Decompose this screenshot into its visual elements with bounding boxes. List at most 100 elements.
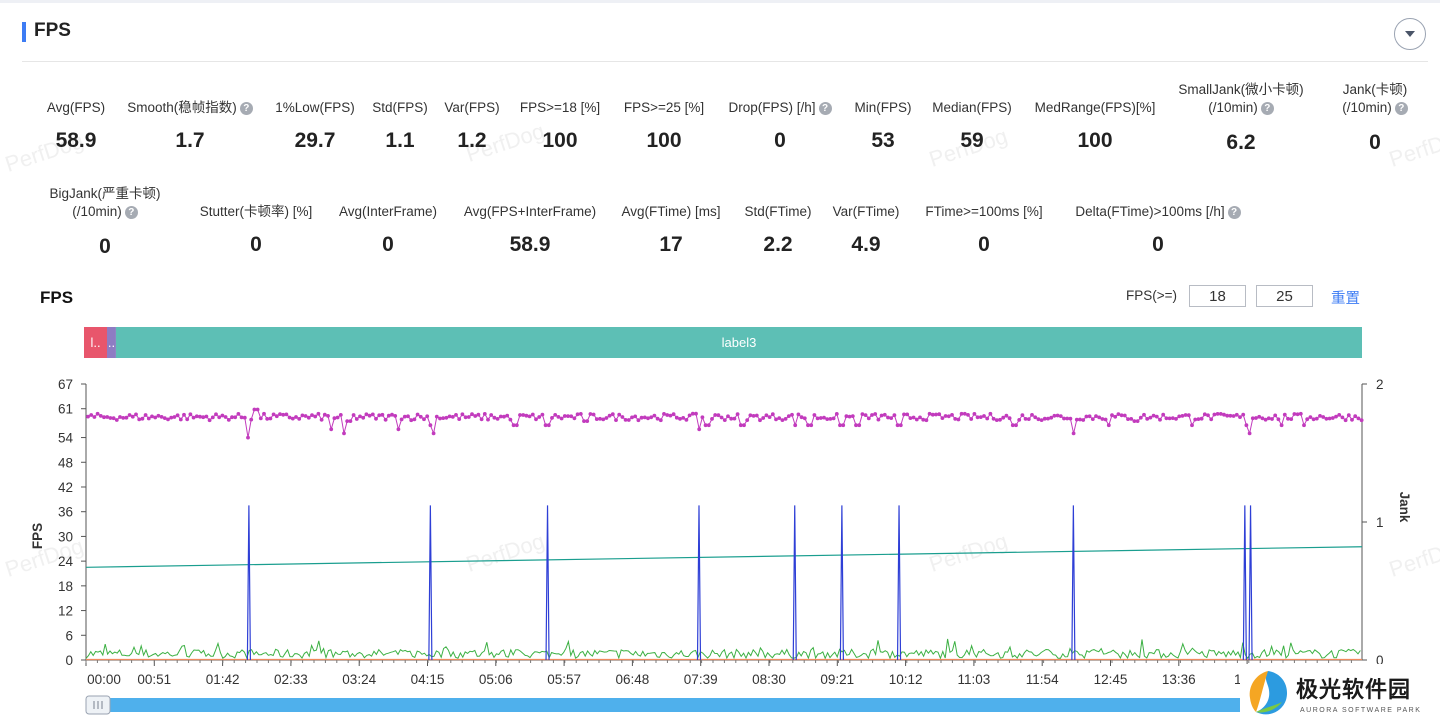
fps-point (1353, 414, 1358, 419)
fps-point (226, 418, 231, 422)
fps-point (396, 427, 401, 432)
fps-point (354, 417, 359, 421)
fps-point (799, 415, 804, 420)
fps-point (1337, 413, 1342, 417)
fps-point (642, 415, 647, 420)
fps-point (1231, 414, 1236, 418)
fps-point (374, 416, 378, 421)
fps-point (678, 417, 682, 421)
fps-point (182, 412, 186, 417)
fps-point (713, 413, 718, 417)
stat-label-text: BigJank(严重卡顿) (49, 186, 161, 201)
fps-point (601, 417, 606, 422)
fps-point (1279, 423, 1284, 428)
fps-point (284, 412, 289, 417)
fps-point (857, 423, 862, 428)
fps-point (607, 413, 612, 418)
fps-point (710, 417, 714, 421)
fps-point (1298, 411, 1303, 416)
x-tick-label: 11:54 (1026, 672, 1059, 687)
stat-label: Avg(InterFrame) (288, 203, 488, 221)
fps-point (146, 416, 151, 421)
fps-point (1052, 413, 1057, 418)
fps-point (124, 415, 129, 420)
reset-link[interactable]: 重置 (1331, 291, 1360, 307)
fps-point (562, 414, 567, 418)
stat-value: 1.1 (385, 129, 415, 152)
fps-point (934, 412, 938, 417)
fps-point (380, 412, 385, 417)
fps-point (262, 411, 266, 416)
jank-spike (428, 505, 433, 661)
fps-point (578, 412, 583, 416)
fps-point (210, 415, 215, 420)
section-title: FPS (34, 20, 71, 41)
fps-point (553, 413, 558, 417)
stat-value: 4.9 (851, 233, 881, 256)
fps-point (1046, 416, 1050, 421)
fps-point (1196, 417, 1201, 421)
x-tick-label: 09:21 (820, 672, 854, 687)
fps-threshold-input-1[interactable] (1189, 285, 1246, 307)
fps-threshold-label: FPS(>=) (1126, 288, 1178, 303)
fps-point (918, 415, 922, 420)
y-right-tick-label: 2 (1376, 377, 1384, 392)
help-icon[interactable]: ? (1260, 102, 1274, 115)
stats_row2-stat-6: Var(FTime) 4.9 (766, 203, 966, 257)
fps-point (297, 417, 302, 421)
fps-point (143, 413, 148, 417)
fps-point (914, 417, 919, 422)
fps-point (383, 417, 388, 422)
fps-point (671, 412, 676, 417)
fps-point (98, 414, 103, 418)
fps-point (863, 413, 868, 417)
fps-point (626, 418, 631, 422)
stat-value: 0 (978, 233, 990, 256)
fps-point (831, 416, 836, 421)
stats_row2-stat-7: FTime>=100ms [%] 0 (884, 203, 1084, 257)
stat-label-text: Smooth(稳帧指数) (127, 100, 237, 115)
fps-point (1058, 414, 1063, 418)
stat-value: 29.7 (294, 129, 336, 152)
fps-point (255, 407, 260, 412)
fps-point (966, 413, 970, 417)
logo-name: 极光软件园 (1296, 678, 1412, 703)
fps-point (905, 412, 910, 417)
fps-point (332, 416, 337, 421)
stats_row1-stat-11: SmallJank(微小卡顿) (/10min)? 6.2 (1141, 81, 1341, 155)
fps-point (169, 415, 174, 420)
jank-spike (246, 505, 251, 661)
fps-threshold-input-2[interactable] (1256, 285, 1313, 307)
stat-label-text: Std(FPS) (372, 100, 428, 115)
fps-point (988, 411, 993, 416)
fps-point (902, 412, 906, 417)
fps-point (1033, 415, 1038, 420)
fps-point (345, 419, 350, 423)
fps-point (758, 418, 762, 423)
fps-point (1014, 423, 1018, 428)
fps-point (815, 416, 820, 421)
fps-point (1263, 417, 1268, 422)
help-icon[interactable]: ? (1227, 206, 1241, 219)
label-segment (107, 327, 116, 358)
fps-point (470, 412, 474, 417)
fps-point (889, 416, 894, 420)
fps-point (895, 423, 900, 428)
stat-label-text: MedRange(FPS)[%] (1034, 100, 1156, 115)
fps-point (822, 415, 826, 420)
fps-point (402, 414, 407, 419)
stat-label-text: Avg(FTime) [ms] (621, 204, 721, 219)
collapse-button[interactable] (1394, 18, 1426, 50)
fps-point (1250, 416, 1255, 421)
fps-point (850, 414, 855, 418)
help-icon[interactable]: ? (1394, 102, 1408, 115)
help-icon[interactable]: ? (239, 102, 253, 115)
help-icon[interactable]: ? (124, 206, 138, 219)
x-tick-label: 00:51 (137, 672, 171, 687)
fps-point (1244, 423, 1249, 428)
fps-point (793, 423, 798, 428)
fps-point (230, 415, 234, 420)
fps-point (1266, 416, 1271, 421)
help-icon[interactable]: ? (818, 102, 832, 115)
y-tick-label: 18 (58, 579, 73, 594)
